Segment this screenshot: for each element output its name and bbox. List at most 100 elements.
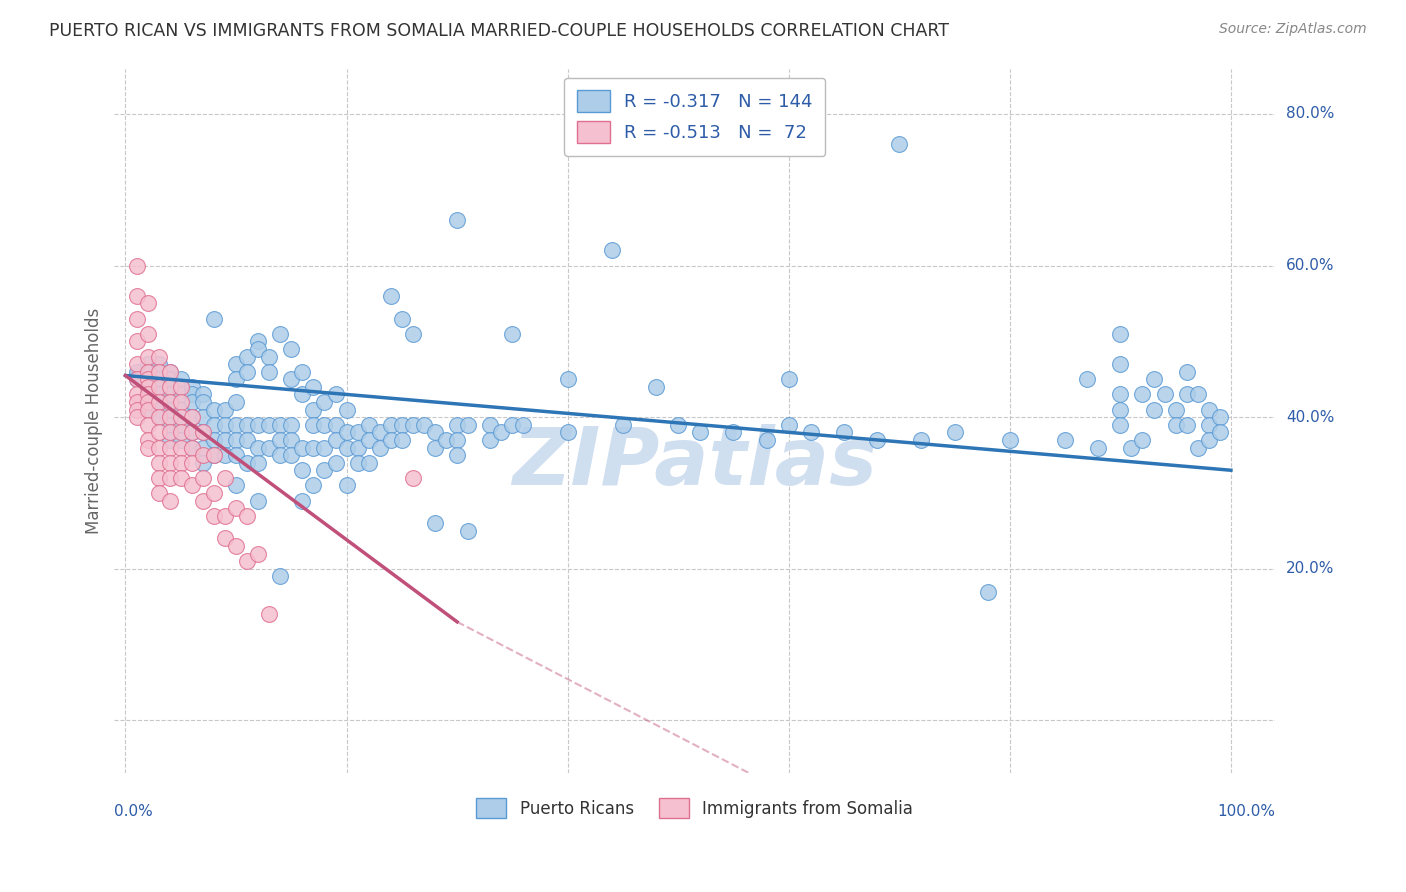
Point [136,380,159,394]
Point [1132,433,1154,447]
Point [125,311,148,326]
Point [180,425,202,440]
Point [202,402,225,417]
Point [1209,425,1232,440]
Point [457,417,479,432]
Point [125,372,148,386]
Point [180,380,202,394]
Point [136,387,159,401]
Point [148,471,170,485]
Point [446,417,468,432]
Text: 100.0%: 100.0% [1218,804,1275,819]
Point [148,425,170,440]
Point [170,410,193,425]
Point [1187,387,1209,401]
Point [148,350,170,364]
Point [136,350,159,364]
Point [125,402,148,417]
Point [136,365,159,379]
Point [202,448,225,462]
Point [1175,365,1198,379]
Point [159,456,181,470]
Point [423,425,446,440]
Point [368,425,391,440]
Point [225,357,247,371]
Point [346,425,368,440]
Point [557,425,579,440]
Point [257,417,280,432]
Point [148,402,170,417]
Point [325,456,347,470]
Point [302,402,325,417]
Point [1109,357,1132,371]
Point [159,372,181,386]
Point [225,448,247,462]
Point [1164,402,1187,417]
Point [1175,417,1198,432]
Point [325,387,347,401]
Point [214,532,236,546]
Point [755,433,778,447]
Point [257,607,280,622]
Point [148,365,170,379]
Point [191,425,214,440]
Point [866,433,889,447]
Point [225,478,247,492]
Point [148,395,170,409]
Point [413,417,436,432]
Point [125,410,148,425]
Point [1153,387,1175,401]
Point [302,441,325,455]
Point [446,433,468,447]
Point [191,395,214,409]
Point [236,350,259,364]
Point [236,456,259,470]
Point [457,524,479,538]
Point [136,372,159,386]
Point [501,326,523,341]
Point [247,493,270,508]
Point [148,365,170,379]
Point [314,463,336,477]
Point [1209,410,1232,425]
Point [180,441,202,455]
Point [180,395,202,409]
Point [1087,441,1109,455]
Point [314,441,336,455]
Point [225,395,247,409]
Point [159,417,181,432]
Point [148,372,170,386]
Point [125,395,148,409]
Point [191,387,214,401]
Point [159,410,181,425]
Point [380,289,402,303]
Point [291,365,314,379]
Point [778,372,800,386]
Point [159,433,181,447]
Point [159,380,181,394]
Point [391,417,413,432]
Point [314,395,336,409]
Point [269,417,291,432]
Point [170,380,193,394]
Point [159,493,181,508]
Point [1109,402,1132,417]
Point [280,448,302,462]
Point [125,289,148,303]
Point [446,448,468,462]
Point [335,478,357,492]
Point [136,402,159,417]
Point [314,417,336,432]
Point [325,433,347,447]
Point [479,433,502,447]
Point [159,441,181,455]
Point [236,554,259,568]
Point [136,357,159,371]
Point [269,433,291,447]
Point [170,471,193,485]
Point [1109,387,1132,401]
Point [1198,402,1220,417]
Point [136,417,159,432]
Point [148,410,170,425]
Point [910,433,932,447]
